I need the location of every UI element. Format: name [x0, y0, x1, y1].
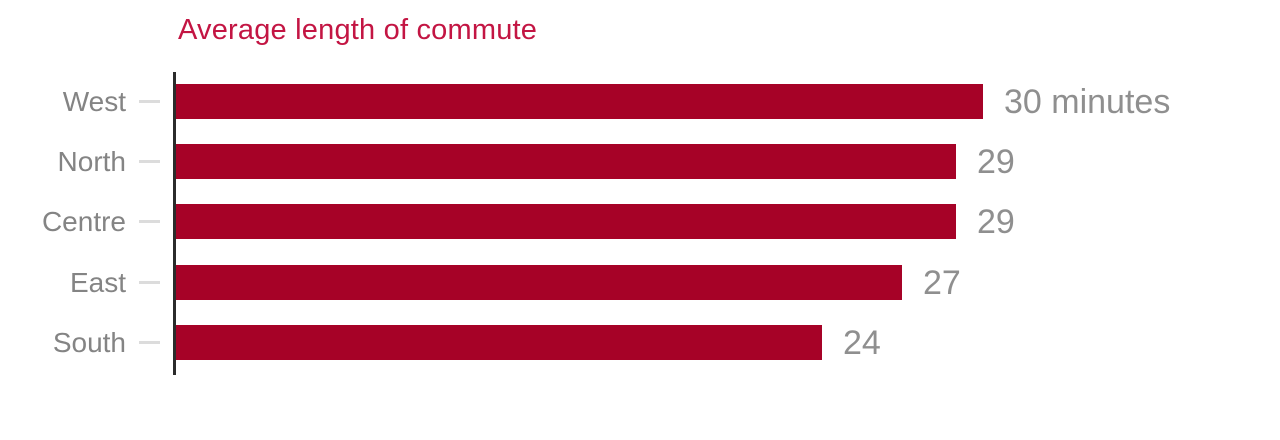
bar	[176, 204, 956, 240]
bar	[176, 84, 983, 119]
bar	[176, 144, 956, 180]
category-label: South	[52, 326, 126, 358]
bar	[176, 324, 822, 360]
axis-tick	[139, 100, 160, 103]
bar-row: East 27	[0, 263, 1280, 302]
category-label: North	[57, 146, 126, 178]
bar-row: North 29	[0, 143, 1280, 182]
category-label: West	[62, 86, 126, 117]
value-label: 29	[977, 143, 1015, 182]
axis-tick	[139, 340, 160, 344]
value-label: 29	[977, 203, 1015, 242]
chart-title: Average length of commute	[178, 14, 538, 46]
category-label: East	[69, 266, 126, 298]
bar-row: South 24	[0, 323, 1280, 362]
axis-tick	[139, 160, 160, 164]
axis-tick	[139, 280, 160, 284]
bar-row: West 30 minutes	[0, 83, 1280, 121]
value-label: 24	[843, 323, 881, 362]
bar	[176, 264, 902, 300]
value-label: 27	[923, 263, 961, 302]
bar-row: Centre 29	[0, 203, 1280, 242]
y-axis-line	[173, 72, 176, 375]
category-label: Centre	[41, 206, 126, 238]
axis-tick	[139, 220, 160, 224]
value-label: 30 minutes	[1004, 83, 1171, 121]
